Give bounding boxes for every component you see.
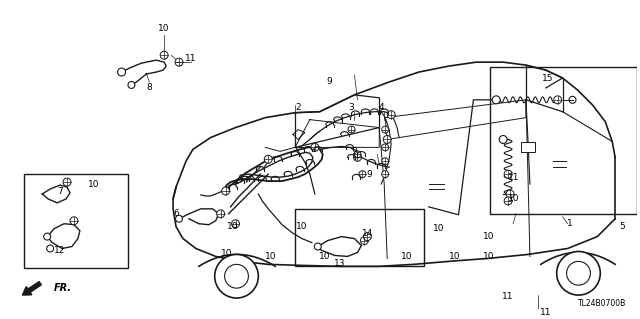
Circle shape xyxy=(506,190,514,198)
Text: 11: 11 xyxy=(508,173,520,182)
Circle shape xyxy=(118,68,125,76)
Circle shape xyxy=(360,237,369,245)
Circle shape xyxy=(264,155,272,163)
Text: 1: 1 xyxy=(566,219,572,228)
Circle shape xyxy=(47,245,54,252)
Circle shape xyxy=(387,111,395,119)
Text: 7: 7 xyxy=(57,187,63,196)
Text: 11: 11 xyxy=(540,308,552,317)
Text: 11: 11 xyxy=(502,292,514,300)
Circle shape xyxy=(225,264,248,288)
Text: 9: 9 xyxy=(327,78,333,86)
Text: 12: 12 xyxy=(54,246,66,255)
Circle shape xyxy=(217,210,225,218)
Text: 8: 8 xyxy=(147,84,152,93)
Text: 5: 5 xyxy=(620,222,625,231)
Circle shape xyxy=(314,243,321,250)
Text: 10: 10 xyxy=(483,252,494,261)
Text: 15: 15 xyxy=(542,73,554,83)
Text: 11: 11 xyxy=(185,54,196,63)
Text: 6: 6 xyxy=(173,209,179,218)
Circle shape xyxy=(44,233,51,240)
Text: TL24B0700B: TL24B0700B xyxy=(577,299,626,308)
Circle shape xyxy=(499,136,507,144)
Circle shape xyxy=(354,151,361,158)
Text: 10: 10 xyxy=(483,232,494,241)
Text: 13: 13 xyxy=(334,259,346,268)
Circle shape xyxy=(70,217,78,225)
Circle shape xyxy=(569,96,576,103)
Text: 10: 10 xyxy=(221,249,232,258)
Bar xyxy=(521,143,535,152)
Bar xyxy=(490,67,637,214)
Text: 10: 10 xyxy=(88,180,100,189)
Text: 10: 10 xyxy=(433,224,444,233)
Circle shape xyxy=(311,144,319,151)
Bar xyxy=(295,209,424,266)
Text: 3: 3 xyxy=(349,103,355,112)
Circle shape xyxy=(221,187,230,195)
Circle shape xyxy=(364,233,371,241)
Text: 10: 10 xyxy=(508,195,520,204)
Text: FR.: FR. xyxy=(54,283,72,293)
Text: 10: 10 xyxy=(401,252,413,261)
Circle shape xyxy=(554,96,562,104)
Circle shape xyxy=(128,81,135,88)
Circle shape xyxy=(359,171,366,178)
Circle shape xyxy=(214,255,259,298)
Circle shape xyxy=(492,96,500,104)
Circle shape xyxy=(175,58,183,66)
Text: 4: 4 xyxy=(378,103,384,112)
Circle shape xyxy=(63,178,71,186)
Text: 10: 10 xyxy=(227,222,238,231)
Circle shape xyxy=(381,158,388,165)
Text: 10: 10 xyxy=(319,252,330,261)
Circle shape xyxy=(348,126,355,133)
Text: 10: 10 xyxy=(449,252,460,261)
Circle shape xyxy=(381,171,388,178)
Text: 10: 10 xyxy=(296,222,308,231)
Circle shape xyxy=(381,126,388,133)
Text: 10: 10 xyxy=(264,252,276,261)
Circle shape xyxy=(504,170,512,178)
Text: 9: 9 xyxy=(367,170,372,179)
Circle shape xyxy=(557,251,600,295)
Text: 10: 10 xyxy=(159,24,170,33)
Text: 9: 9 xyxy=(351,147,357,156)
Circle shape xyxy=(353,153,362,161)
Circle shape xyxy=(566,261,590,285)
Circle shape xyxy=(383,136,391,144)
Circle shape xyxy=(381,144,388,151)
FancyArrow shape xyxy=(22,282,42,295)
Circle shape xyxy=(504,197,512,205)
Bar xyxy=(24,174,129,268)
Circle shape xyxy=(160,51,168,59)
Text: 14: 14 xyxy=(362,229,373,238)
Circle shape xyxy=(175,215,182,222)
Circle shape xyxy=(232,220,239,228)
Text: 2: 2 xyxy=(295,103,301,112)
